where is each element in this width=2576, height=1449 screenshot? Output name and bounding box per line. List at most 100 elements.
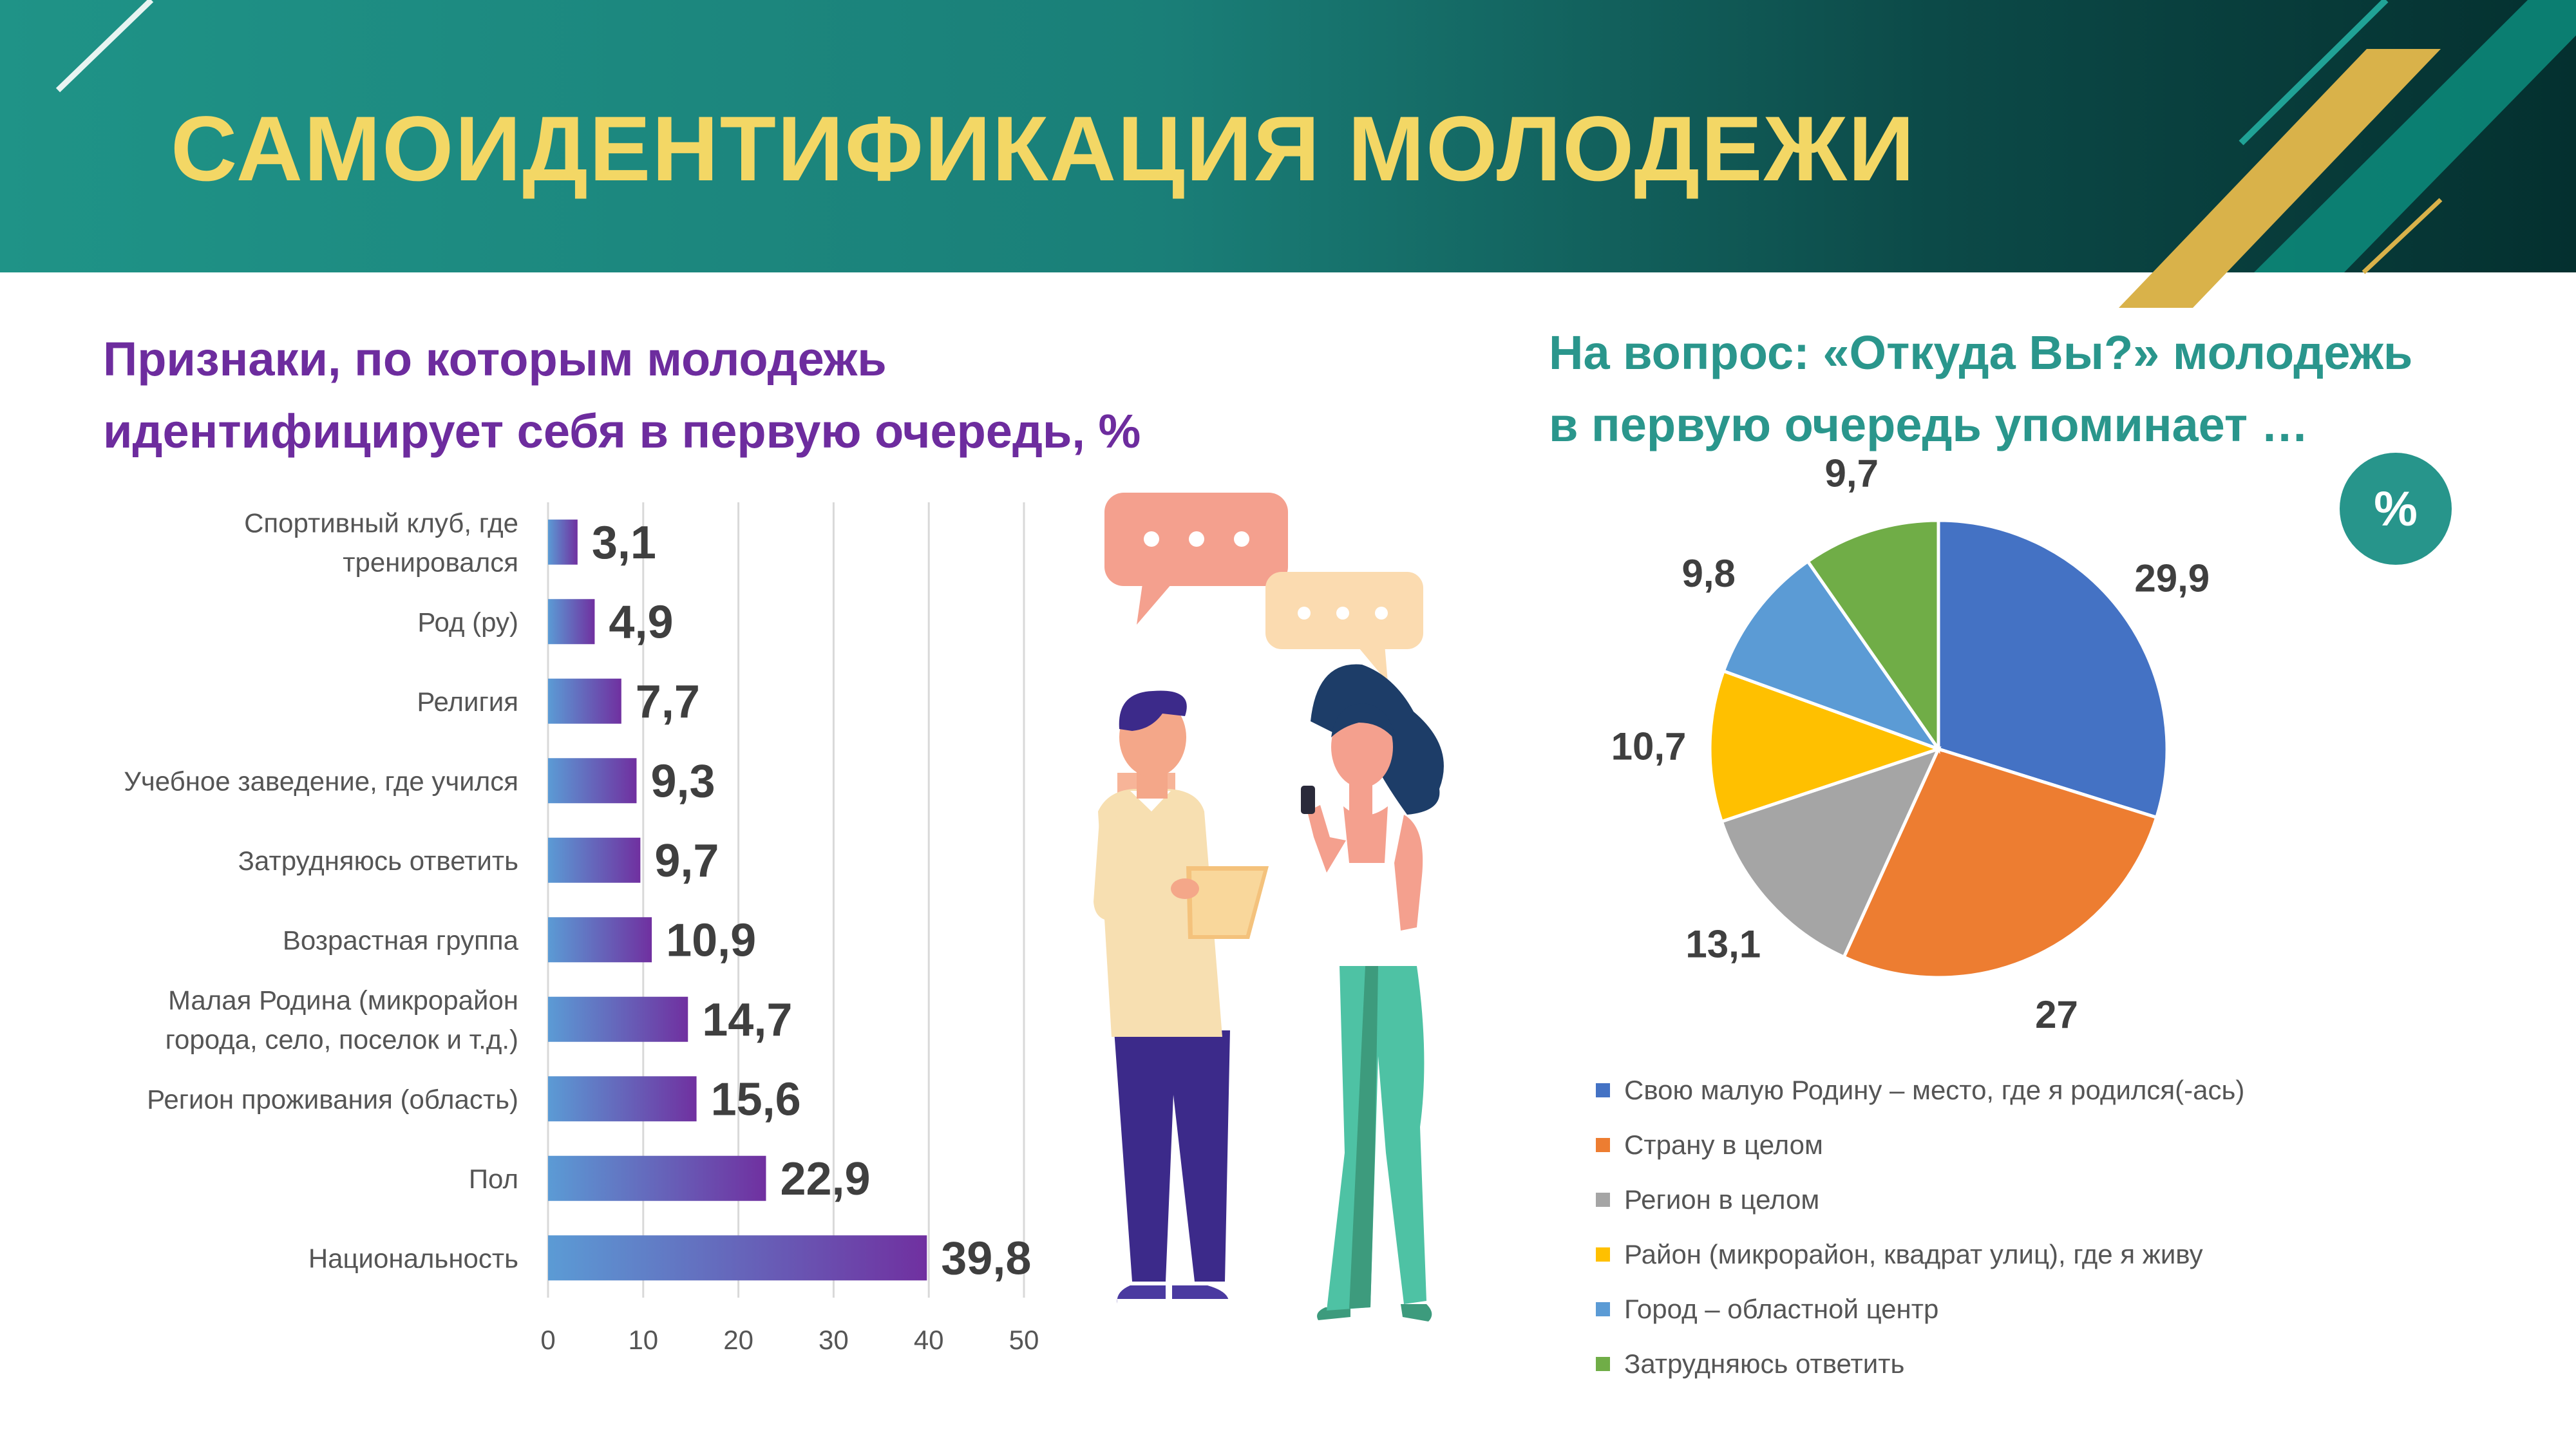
bar-category-line: Пол xyxy=(469,1164,518,1194)
x-tick-label: 0 xyxy=(540,1325,555,1355)
deco-line-right-top xyxy=(2239,0,2389,146)
bar-chart-title-line: Признаки, по которым молодежь xyxy=(103,332,887,386)
tablet-icon xyxy=(1186,866,1269,939)
deco-gold-stripe xyxy=(2119,49,2441,308)
pie-slice xyxy=(1708,668,1944,824)
bar-chart-title: Признаки, по которым молодежь идентифици… xyxy=(103,323,1141,468)
pie-chart: 29,9 27 13,1 10,7 9,8 9,7 xyxy=(1611,452,2210,1036)
legend-swatch xyxy=(1596,1302,1610,1316)
pie-slice xyxy=(1937,518,2169,820)
deco-gold-line xyxy=(2362,198,2443,274)
bar xyxy=(548,996,688,1042)
x-tick-label: 40 xyxy=(914,1325,944,1355)
bar-value-label: 39,8 xyxy=(941,1233,1031,1284)
x-tick-label: 50 xyxy=(1009,1325,1039,1355)
pie-slice xyxy=(1721,559,1943,753)
percent-badge: % xyxy=(2340,453,2452,565)
pie-chart-title: На вопрос: «Откуда Вы?» молодежь в перву… xyxy=(1549,317,2412,461)
legend-swatch xyxy=(1596,1247,1610,1262)
bar-series: 3,1 Спортивный клуб, где тренировался 4,9 Ро… xyxy=(124,507,1031,1284)
bar xyxy=(548,678,621,724)
bar-x-axis: 0 10 20 30 40 50 xyxy=(540,1325,1039,1355)
bar-category-line: Национальность xyxy=(308,1243,518,1273)
pie-value-label: 9,8 xyxy=(1681,552,1735,595)
bar-category-line: Учебное заведение, где учился xyxy=(124,766,518,796)
bar-value-label: 9,7 xyxy=(654,835,719,887)
bar xyxy=(548,1076,697,1122)
pie-chart-title-line: в первую очередь упоминает … xyxy=(1549,398,2309,451)
speech-bubble-icon xyxy=(1104,493,1288,625)
legend-swatch xyxy=(1596,1192,1610,1207)
x-tick-label: 20 xyxy=(723,1325,753,1355)
x-tick-label: 30 xyxy=(819,1325,849,1355)
legend-item: Город – областной центр xyxy=(1596,1282,2562,1336)
legend-item: Страну в целом xyxy=(1596,1117,2562,1172)
header-banner xyxy=(0,0,2576,272)
legend-swatch xyxy=(1596,1137,1610,1152)
bar xyxy=(548,1155,766,1201)
bar-category-line: Малая Родина (микрорайон xyxy=(168,985,518,1015)
pie-value-label: 10,7 xyxy=(1611,724,1687,768)
bar-value-label: 9,3 xyxy=(650,755,715,807)
pie-chart-title-line: На вопрос: «Откуда Вы?» молодежь xyxy=(1549,326,2413,379)
legend-item: Район (микрорайон, квадрат улиц), где я … xyxy=(1596,1227,2562,1282)
pie-slice xyxy=(1841,746,2159,980)
legend-item: Затрудняюсь ответить xyxy=(1596,1336,2562,1391)
legend-label: Затрудняюсь ответить xyxy=(1624,1348,1905,1379)
pie-value-label: 29,9 xyxy=(2134,557,2210,600)
bar-category-line: тренировался xyxy=(343,547,518,577)
bar-chart-title-line: идентифицирует себя в первую очередь, % xyxy=(103,404,1141,458)
pie-value-labels: 29,9 27 13,1 10,7 9,8 9,7 xyxy=(1611,452,2210,1036)
bar-category-line: города, село, поселок и т.д.) xyxy=(166,1024,518,1054)
page-title: САМОИДЕНТИФИКАЦИЯ МОЛОДЕЖИ xyxy=(171,98,1916,200)
bar-value-label: 10,9 xyxy=(666,914,756,966)
bar xyxy=(548,519,578,565)
bar-category-label: Род (ру) xyxy=(417,607,518,637)
bar xyxy=(548,837,641,883)
bar-category-label: Национальность xyxy=(308,1243,518,1273)
deco-line-left xyxy=(55,0,154,93)
bar-value-label: 3,1 xyxy=(592,517,656,569)
bar-category-label: Пол xyxy=(469,1164,518,1194)
legend-label: Район (микрорайон, квадрат улиц), где я … xyxy=(1624,1238,2203,1269)
legend-item: Регион в целом xyxy=(1596,1172,2562,1227)
bar-category-label: Возрастная группа xyxy=(283,925,519,955)
deco-teal-stripe xyxy=(2254,0,2576,272)
pie-series xyxy=(1708,518,2169,980)
speech-bubble-icon xyxy=(1265,572,1423,683)
bar-category-label: Спортивный клуб, где тренировался xyxy=(244,507,518,577)
man-figure xyxy=(1094,690,1269,1305)
bar xyxy=(548,917,652,963)
bar-chart: 3,1 Спортивный клуб, где тренировался 4,9 Ро… xyxy=(124,502,1039,1355)
bar-category-line: Возрастная группа xyxy=(283,925,519,955)
bar-category-line: Род (ру) xyxy=(417,607,518,637)
legend-label: Город – областной центр xyxy=(1624,1293,1939,1324)
legend-item: Свою малую Родину – место, где я родился… xyxy=(1596,1063,2562,1117)
bar-value-label: 15,6 xyxy=(711,1074,801,1125)
people-talking-illustration xyxy=(1094,493,1444,1321)
bar xyxy=(548,1235,927,1281)
bar-category-line: Спортивный клуб, где xyxy=(244,507,518,538)
pie-legend: Свою малую Родину – место, где я родился… xyxy=(1596,1063,2562,1391)
pie-value-label: 27 xyxy=(2035,993,2078,1036)
bar-category-line: Регион проживания (область) xyxy=(147,1084,518,1114)
x-tick-label: 10 xyxy=(628,1325,658,1355)
bar-category-label: Затрудняюсь ответить xyxy=(238,846,518,876)
pie-slice xyxy=(1805,518,1940,754)
bar-category-label: Малая Родина (микрорайон города, село, по… xyxy=(166,985,518,1054)
bar-value-label: 14,7 xyxy=(702,994,792,1046)
legend-label: Страну в целом xyxy=(1624,1129,1823,1160)
bar-category-line: Религия xyxy=(417,687,518,717)
bar-category-line: Затрудняюсь ответить xyxy=(238,846,518,876)
pie-value-label: 9,7 xyxy=(1825,452,1879,495)
bar xyxy=(548,599,595,645)
bar-category-label: Религия xyxy=(417,687,518,717)
legend-label: Регион в целом xyxy=(1624,1184,1820,1215)
legend-swatch xyxy=(1596,1083,1610,1097)
woman-figure xyxy=(1301,664,1444,1321)
bar-value-label: 22,9 xyxy=(780,1153,870,1205)
pie-slice xyxy=(1719,746,1942,960)
bar-category-label: Учебное заведение, где учился xyxy=(124,766,518,796)
bar xyxy=(548,758,637,804)
bar-value-label: 4,9 xyxy=(609,596,673,648)
